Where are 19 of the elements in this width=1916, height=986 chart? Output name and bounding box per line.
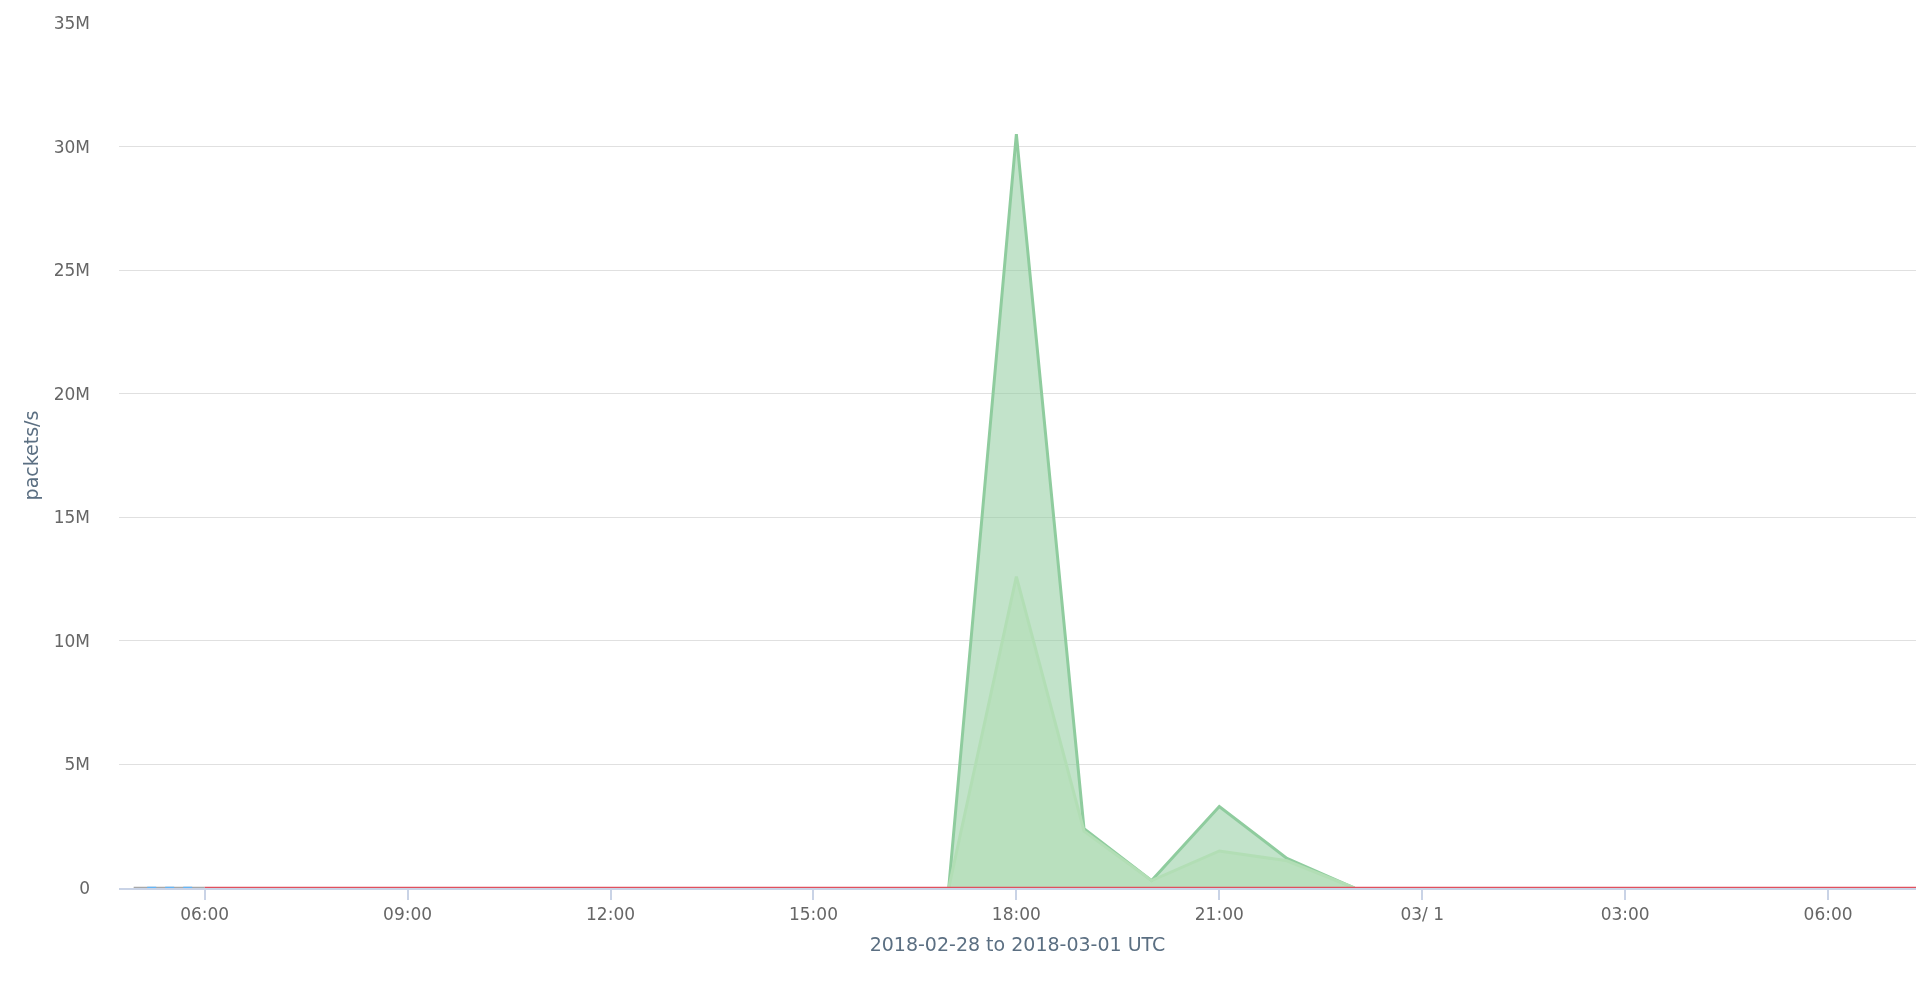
- x-tick-label: 18:00: [991, 904, 1041, 925]
- x-tick-label: 09:00: [383, 904, 433, 925]
- x-tick-label: 03/ 1: [1400, 904, 1445, 925]
- x-tick-label: 06:00: [180, 904, 230, 925]
- x-tick-label: 03:00: [1600, 904, 1650, 925]
- x-axis-title: 2018-02-28 to 2018-03-01 UTC: [869, 932, 1166, 955]
- x-tick-label: 06:00: [1803, 904, 1853, 925]
- y-tick-label: 0: [79, 877, 90, 898]
- y-axis-title: packets/s: [19, 410, 42, 501]
- x-tick-label: 15:00: [788, 904, 838, 925]
- x-tick-label: 12:00: [586, 904, 636, 925]
- y-tick-label: 20M: [53, 383, 90, 404]
- y-tick-label: 35M: [53, 12, 90, 33]
- y-tick-label: 10M: [53, 630, 90, 651]
- x-tick-label: 21:00: [1194, 904, 1244, 925]
- y-tick-label: 25M: [53, 260, 90, 281]
- y-tick-label: 30M: [53, 136, 90, 157]
- y-tick-label: 5M: [64, 754, 90, 775]
- y-tick-label: 15M: [53, 507, 90, 528]
